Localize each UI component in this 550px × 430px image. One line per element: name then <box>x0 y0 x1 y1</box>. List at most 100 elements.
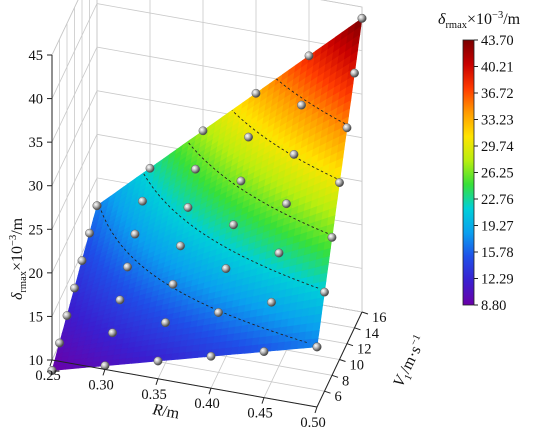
z-tick-label: 10 <box>29 353 44 369</box>
v-tick-mark <box>339 359 346 362</box>
z-tick-label: 40 <box>29 92 44 108</box>
colorbar-tick-label: 22.76 <box>481 192 514 208</box>
sample-point <box>229 220 238 230</box>
colorbar-title: δrmax×10−3/m <box>438 10 521 31</box>
v-tick-mark <box>361 311 369 315</box>
colorbar-tick-label: 29.74 <box>481 139 514 155</box>
r-tick-mark <box>102 369 106 376</box>
contour-line <box>276 78 346 125</box>
r-tick-label: 0.30 <box>88 377 113 393</box>
sample-point <box>85 228 94 238</box>
surface-cell <box>312 321 321 332</box>
r-axis-title: R/m <box>150 401 181 423</box>
colorbar: 43.70 40.21 36.72 33.23 29.74 26.25 22.76 19.27… <box>438 10 521 314</box>
z-tick-label: 35 <box>29 135 44 151</box>
v-tick-mark <box>354 327 361 331</box>
sample-point <box>77 256 87 265</box>
surface-layer <box>51 17 363 371</box>
z-tick-label: 45 <box>29 48 44 64</box>
v-tick-label: 16 <box>372 310 387 326</box>
sample-point <box>327 232 337 242</box>
v-tick-mark <box>324 390 331 394</box>
sample-point <box>108 328 117 338</box>
v-tick-label: 8 <box>342 373 349 389</box>
sample-point <box>244 132 253 142</box>
z-tick-label: 15 <box>29 309 44 325</box>
colorbar-tick-label: 15.78 <box>481 245 514 261</box>
contour-line <box>231 109 337 180</box>
z-tick-label: 20 <box>29 266 44 282</box>
sample-point <box>198 126 208 136</box>
v-tick-mark <box>331 374 339 378</box>
sample-point <box>320 287 329 297</box>
sample-point <box>130 229 140 239</box>
sample-point <box>153 356 163 366</box>
sample-point <box>267 297 276 307</box>
sample-point <box>168 279 178 289</box>
sample-point <box>47 366 57 375</box>
sample-point <box>115 295 125 305</box>
colorbar-tick-label: 12.29 <box>481 272 514 288</box>
sample-point <box>289 149 299 159</box>
sample-point <box>161 318 170 327</box>
sample-point <box>214 308 223 317</box>
colorbar-tick-label: 40.21 <box>481 60 514 76</box>
sample-point <box>251 88 261 98</box>
sample-point <box>221 264 231 273</box>
r-axis-line <box>51 359 318 408</box>
sample-point <box>335 178 344 188</box>
sample-point <box>312 342 322 352</box>
sample-point <box>183 203 193 212</box>
sample-point <box>145 163 155 173</box>
sample-point <box>282 199 291 209</box>
r-tick-label: 0.50 <box>300 415 325 430</box>
r-tick-mark <box>155 378 159 385</box>
z-gridline <box>51 0 363 56</box>
v-tick-label: 12 <box>357 342 372 358</box>
v-tick-label: 6 <box>335 389 342 405</box>
z-tick-label: 25 <box>29 222 44 238</box>
v-tick-label: 14 <box>365 326 380 342</box>
v-axis-title: V1/m·s−1 <box>389 333 432 391</box>
colorbar-tick-label: 19.27 <box>481 219 514 235</box>
surface-cell <box>313 313 322 324</box>
colorbar-bar <box>462 39 475 306</box>
sample-point <box>138 196 147 206</box>
sample-point <box>259 347 269 356</box>
sample-point <box>123 262 132 272</box>
sample-point <box>357 13 367 23</box>
sample-point <box>55 338 64 348</box>
r-tick-label: 0.35 <box>141 387 166 403</box>
colorbar-tick-label: 8.80 <box>481 298 506 314</box>
v-tick-mark <box>346 343 354 347</box>
r-tick-mark <box>49 359 53 367</box>
colorbar-tick-label: 26.25 <box>481 166 514 182</box>
contour-line <box>187 141 328 234</box>
sample-point <box>206 351 216 361</box>
axes-layer: 10 15 20 25 30 35 40 45 0.25 0.30 0.35 0.40 0.45 0.50… <box>8 48 432 430</box>
r-tick-label: 0.40 <box>194 396 219 412</box>
colorbar-tick-label: 33.23 <box>481 113 514 129</box>
r-tick-mark <box>314 406 318 414</box>
r-tick-label: 0.25 <box>35 368 60 384</box>
sample-point <box>191 164 200 174</box>
contour-line <box>142 172 319 289</box>
r-tick-label: 0.45 <box>247 406 272 422</box>
z-tick-label: 30 <box>29 179 44 195</box>
sample-point <box>70 283 79 293</box>
z-axis-title: δrmax×10−3/m <box>8 217 29 300</box>
sample-point <box>236 176 246 186</box>
sample-points <box>47 13 367 375</box>
sample-point <box>297 100 306 110</box>
sample-point <box>304 51 314 61</box>
sample-point <box>350 68 359 78</box>
r-tick-mark <box>208 388 212 395</box>
colorbar-tick-label: 43.70 <box>481 33 514 49</box>
r-tick-mark <box>261 397 265 404</box>
v-tick-label: 10 <box>350 358 365 374</box>
sample-point <box>92 201 102 211</box>
sample-point <box>176 241 185 251</box>
sample-point <box>274 248 284 258</box>
sample-point <box>62 311 72 320</box>
